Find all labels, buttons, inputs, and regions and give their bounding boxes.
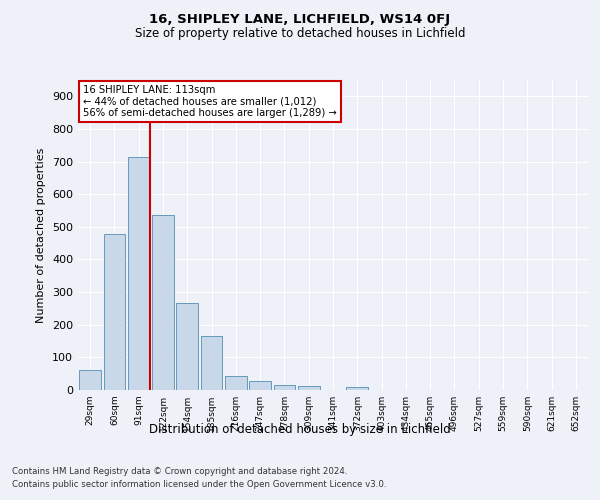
Bar xyxy=(152,216,174,390)
Bar xyxy=(128,157,149,390)
Bar xyxy=(200,336,223,390)
Text: Size of property relative to detached houses in Lichfield: Size of property relative to detached ho… xyxy=(135,28,465,40)
Bar xyxy=(104,234,125,390)
Y-axis label: Number of detached properties: Number of detached properties xyxy=(37,148,46,322)
Text: Distribution of detached houses by size in Lichfield: Distribution of detached houses by size … xyxy=(149,422,451,436)
Text: 16 SHIPLEY LANE: 113sqm
← 44% of detached houses are smaller (1,012)
56% of semi: 16 SHIPLEY LANE: 113sqm ← 44% of detache… xyxy=(83,84,337,118)
Bar xyxy=(249,381,271,390)
Bar xyxy=(346,388,368,390)
Bar xyxy=(176,302,198,390)
Bar xyxy=(225,376,247,390)
Text: 16, SHIPLEY LANE, LICHFIELD, WS14 0FJ: 16, SHIPLEY LANE, LICHFIELD, WS14 0FJ xyxy=(149,12,451,26)
Text: Contains public sector information licensed under the Open Government Licence v3: Contains public sector information licen… xyxy=(12,480,386,489)
Bar xyxy=(298,386,320,390)
Text: Contains HM Land Registry data © Crown copyright and database right 2024.: Contains HM Land Registry data © Crown c… xyxy=(12,468,347,476)
Bar xyxy=(79,370,101,390)
Bar xyxy=(274,385,295,390)
